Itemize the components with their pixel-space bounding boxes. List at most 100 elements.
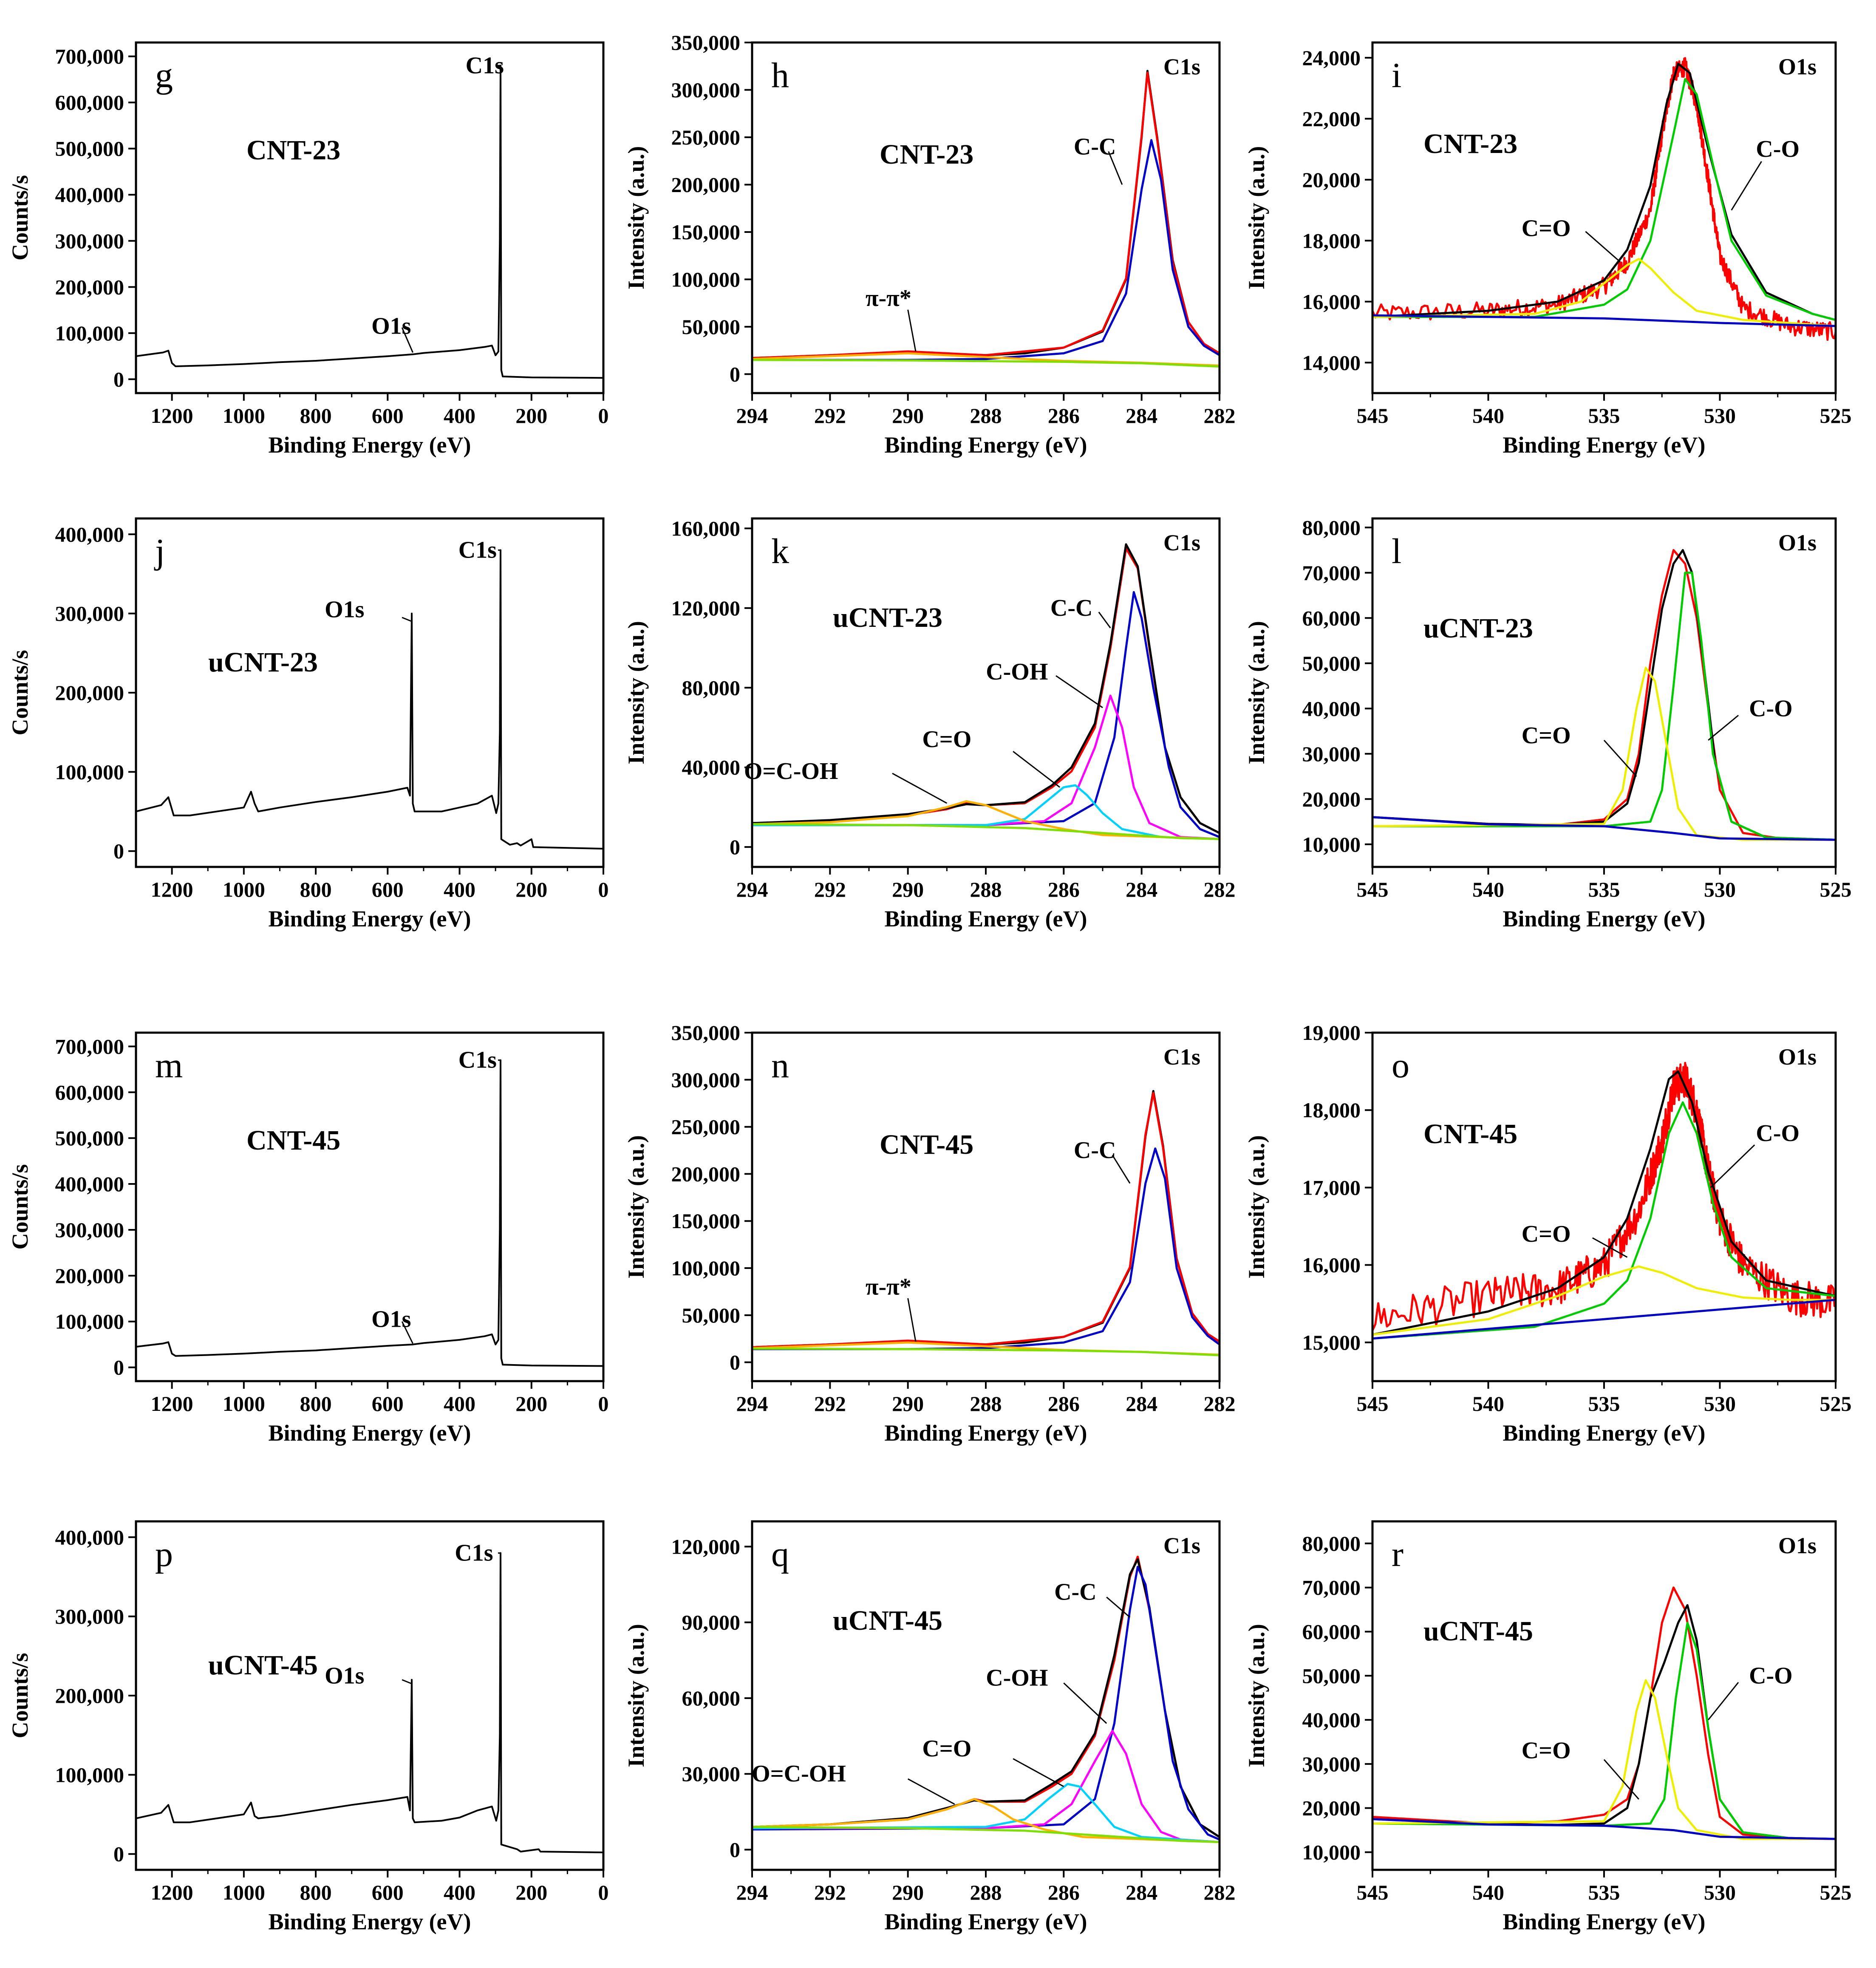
x-axis-title: Binding Energy (eV) <box>268 906 471 932</box>
x-axis-title: Binding Energy (eV) <box>1502 432 1705 458</box>
series-line-c-oh <box>752 1730 1220 1843</box>
x-tick-label: 290 <box>892 878 924 901</box>
y-tick-label: 500,000 <box>55 1126 125 1150</box>
y-tick-label: 300,000 <box>671 78 741 102</box>
peak-label: C1s <box>458 1047 497 1073</box>
plot-frame <box>135 1031 605 1382</box>
x-tick-label: 800 <box>300 404 332 428</box>
plot-frame <box>751 1031 1221 1382</box>
panel-l: 545 540 535 530 525 10,000 20,000 30,000 40,000 5… <box>1244 515 1852 932</box>
y-axis-title: Intensity (a.u.) <box>1244 1624 1269 1767</box>
panel-letter: l <box>1392 532 1401 571</box>
y-tick-label: 16,000 <box>1302 290 1361 314</box>
x-axis-title: Binding Energy (eV) <box>884 1909 1087 1934</box>
x-tick-label: 400 <box>444 1392 475 1416</box>
plot-frame <box>1371 1520 1837 1871</box>
x-tick-label: 200 <box>515 1392 547 1416</box>
peak-label: C-O <box>1756 136 1800 162</box>
y-tick-label: 14,000 <box>1302 351 1361 374</box>
x-tick-label: 800 <box>300 878 332 901</box>
series-line-survey <box>136 1059 603 1367</box>
peak-label: O1s <box>325 1662 364 1689</box>
core-level-label: O1s <box>1778 1044 1817 1070</box>
x-tick-label: 525 <box>1820 404 1852 428</box>
peak-label: O1s <box>325 596 364 623</box>
sample-label: CNT-45 <box>880 1129 973 1160</box>
annotation-leader <box>1731 161 1762 211</box>
series-line-raw <box>752 547 1220 834</box>
series-line-o-c-oh <box>752 1798 1220 1843</box>
panel-letter: k <box>771 532 789 571</box>
y-tick-label: 200,000 <box>55 681 125 705</box>
y-tick-label: 60,000 <box>682 1686 741 1710</box>
series-line-c-c <box>752 591 1220 838</box>
y-axis-title: Intensity (a.u.) <box>1244 621 1269 765</box>
y-tick-label: 18,000 <box>1302 229 1361 252</box>
x-tick-label: 294 <box>736 1392 768 1416</box>
x-tick-label: 545 <box>1357 404 1389 428</box>
panel-g: 1200 1000 800 600 400 200 0 0 100,000 200,000 300,… <box>7 41 609 458</box>
sample-label: CNT-23 <box>246 135 340 166</box>
x-tick-label: 1000 <box>223 404 265 428</box>
peak-label: C-C <box>1050 595 1093 621</box>
sample-label: uCNT-45 <box>833 1605 942 1636</box>
y-tick-label: 300,000 <box>55 1605 125 1628</box>
x-tick-label: 290 <box>892 1880 924 1904</box>
annotation-leader <box>401 327 413 353</box>
x-tick-label: 400 <box>444 1880 475 1904</box>
annotation-leader <box>1013 751 1061 788</box>
series-line-raw <box>1372 549 1836 841</box>
x-tick-label: 545 <box>1357 878 1389 901</box>
series-line-c-o <box>752 784 1220 840</box>
x-tick-label: 292 <box>814 1392 846 1416</box>
y-axis-title: Intensity (a.u.) <box>623 146 649 290</box>
annotation-leader <box>1603 739 1637 777</box>
y-tick-label: 120,000 <box>671 596 741 620</box>
y-tick-label: 400,000 <box>55 522 125 546</box>
panel-m: 1200 1000 800 600 400 200 0 0 100,000 200,000 300,… <box>7 1031 609 1446</box>
y-tick-label: 150,000 <box>671 220 741 244</box>
x-tick-label: 294 <box>736 878 768 901</box>
y-tick-label: 60,000 <box>1302 1620 1361 1643</box>
annotation-leader <box>907 1298 917 1342</box>
y-tick-label: 50,000 <box>682 1303 741 1327</box>
y-tick-label: 15,000 <box>1302 1331 1361 1354</box>
plot-frame <box>1371 41 1837 394</box>
peak-label: C-C <box>1074 1137 1116 1164</box>
y-tick-label: 400,000 <box>55 1172 125 1196</box>
x-tick-label: 200 <box>515 878 547 901</box>
x-tick-label: 284 <box>1126 878 1157 901</box>
annotation-leader <box>1710 1144 1755 1188</box>
x-tick-label: 530 <box>1704 1880 1736 1904</box>
plot-frame <box>135 1520 605 1871</box>
series-line-raw <box>752 71 1220 359</box>
peak-label: C1s <box>455 1540 493 1566</box>
x-tick-label: 535 <box>1588 878 1620 901</box>
y-tick-label: 30,000 <box>1302 1752 1361 1776</box>
series-line-c-c <box>752 139 1220 361</box>
y-tick-label: 300,000 <box>55 1218 125 1242</box>
core-level-label: O1s <box>1778 1533 1817 1558</box>
x-tick-label: 525 <box>1820 878 1852 901</box>
x-axis-title: Binding Energy (eV) <box>268 1909 471 1934</box>
y-tick-label: 600,000 <box>55 1080 125 1104</box>
y-tick-label: 60,000 <box>1302 606 1361 630</box>
y-tick-label: 100,000 <box>55 760 125 784</box>
peak-label: π-π* <box>866 285 911 311</box>
y-tick-label: 24,000 <box>1302 46 1361 70</box>
x-tick-label: 286 <box>1048 1880 1080 1904</box>
y-tick-label: 10,000 <box>1302 833 1361 856</box>
annotation-leader <box>1063 1682 1107 1724</box>
x-tick-label: 800 <box>300 1392 332 1416</box>
x-tick-label: 1200 <box>151 878 193 901</box>
y-tick-label: 20,000 <box>1302 787 1361 811</box>
x-tick-label: 284 <box>1126 404 1157 428</box>
sample-label: uCNT-23 <box>833 602 942 633</box>
y-tick-label: 22,000 <box>1302 107 1361 130</box>
x-tick-label: 530 <box>1704 404 1736 428</box>
y-tick-label: 600,000 <box>55 91 125 114</box>
x-tick-label: 286 <box>1048 1392 1080 1416</box>
x-tick-label: 282 <box>1204 1880 1236 1904</box>
y-tick-label: 200,000 <box>55 1684 125 1707</box>
sample-label: uCNT-23 <box>208 647 318 678</box>
